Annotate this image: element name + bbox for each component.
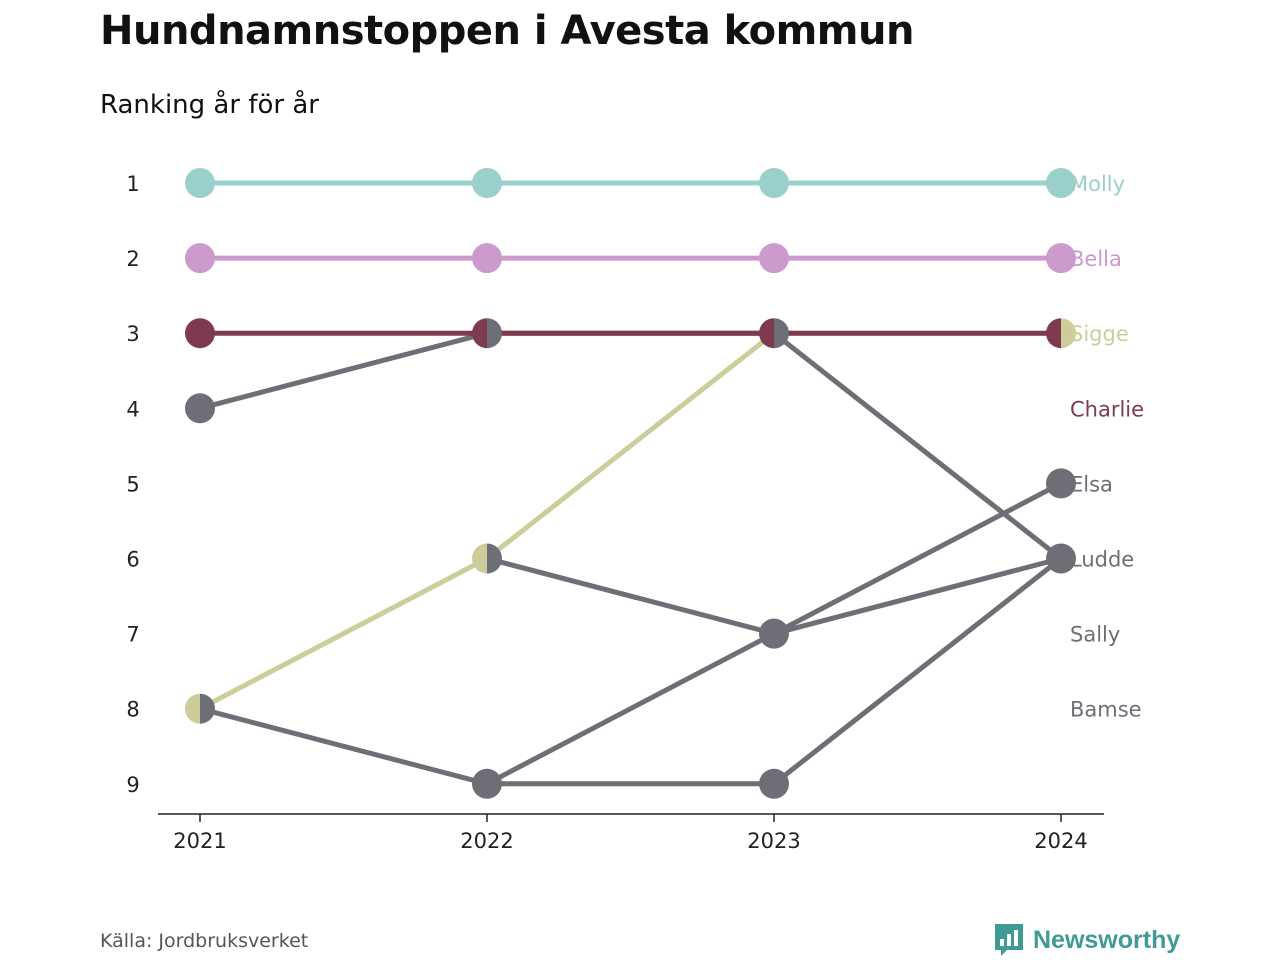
y-tick-label-3: 3 [126,322,139,346]
point-bamse-2022 [487,543,502,574]
point-sigge-2022 [472,543,487,574]
point-bella-2022 [472,243,502,274]
end-label-bella: Bella [1070,247,1122,271]
point-charlie-2024 [1046,318,1061,349]
point-bella-2024 [1046,243,1076,274]
series-line-sigge [198,330,1061,711]
end-label-charlie: Charlie [1070,397,1144,421]
x-tick-label-2021: 2021 [173,829,226,853]
y-tick-label-1: 1 [126,172,139,196]
point-elsa-2024 [1046,468,1076,499]
x-tick-label-2023: 2023 [747,829,800,853]
end-label-sigge: Sigge [1070,322,1129,346]
point-bamse-2023 [759,618,789,649]
point-bella-2023 [759,243,789,274]
y-tick-label-5: 5 [126,472,139,496]
point-bamse-2024 [1046,543,1076,574]
x-tick-label-2022: 2022 [460,829,513,853]
y-tick-label-9: 9 [126,773,139,797]
y-tick-label-7: 7 [126,623,139,647]
point-bella-2021 [185,243,215,274]
point-sigge-2024 [1061,318,1076,349]
newsworthy-logo-text: Newsworthy [1033,925,1181,954]
source-note: Källa: Jordbruksverket [100,930,309,952]
point-molly-2023 [759,168,789,198]
newsworthy-logo: Newsworthy [993,922,1180,958]
point-sally-2021 [200,693,216,724]
end-label-sally: Sally [1070,623,1120,647]
x-tick-label-2024: 2024 [1034,829,1087,853]
y-tick-label-2: 2 [126,247,139,271]
y-tick-label-8: 8 [126,698,139,722]
newsworthy-logo-icon [995,924,1023,956]
point-molly-2024 [1046,168,1076,198]
point-charlie-2022 [472,318,487,349]
y-tick-label-4: 4 [126,397,139,421]
chart-title: Hundnamnstoppen i Avesta kommun [100,8,914,54]
point-sally-2023 [759,768,789,799]
end-label-molly: Molly [1070,172,1125,196]
point-molly-2022 [472,168,502,198]
end-label-bamse: Bamse [1070,698,1142,722]
point-sally-2022 [472,768,502,799]
point-molly-2021 [185,168,215,198]
bump-chart: 2021 2022 2023 2024 1 2 3 4 5 6 7 8 9 Molly Bella Sigge… [126,168,1144,853]
point-charlie-2021 [185,318,215,349]
end-label-elsa: Elsa [1070,472,1113,496]
point-ludde-2021 [185,393,215,424]
point-sigge-2021 [185,693,200,724]
end-label-ludde: Ludde [1070,548,1134,572]
series-line-sally [199,556,1063,787]
point-charlie-2023 [759,318,774,349]
point-ludde-2022 [487,318,502,349]
y-tick-label-6: 6 [126,548,139,572]
chart-subtitle: Ranking år för år [100,90,319,120]
point-ludde-2023 [774,318,790,349]
